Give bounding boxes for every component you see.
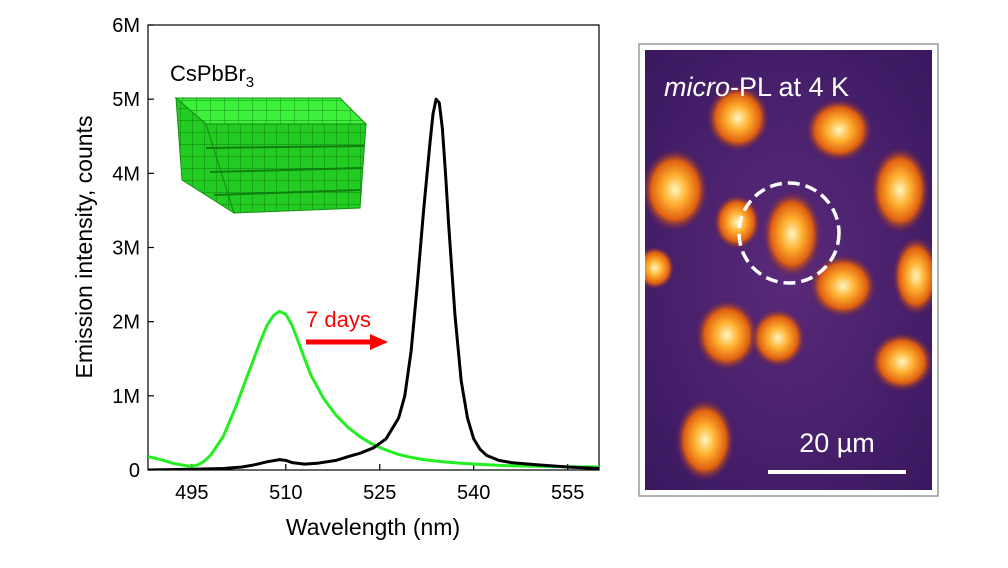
x-axis: 495 510 525 540 555 <box>175 464 584 504</box>
emission-spot <box>870 146 930 234</box>
highlight-circle <box>737 181 841 285</box>
y-tick-label: 3M <box>112 238 140 260</box>
plot-frame <box>147 24 600 471</box>
emission-spot <box>706 84 770 152</box>
emission-spot <box>805 98 873 162</box>
y-tick-label: 6M <box>112 15 140 37</box>
series-layer <box>148 97 599 470</box>
x-tick-label: 495 <box>175 482 208 504</box>
emission-spot <box>892 236 932 316</box>
y-tick-label: 1M <box>112 386 140 408</box>
x-axis-title: Wavelength (nm) <box>286 514 460 540</box>
x-tick-label: 525 <box>363 482 396 504</box>
y-tick-label: 2M <box>112 312 140 334</box>
inset-formula-label: CsPbBr3 <box>170 61 254 91</box>
emission-spot <box>870 332 932 392</box>
emission-spot <box>675 398 735 482</box>
x-tick-label: 510 <box>269 482 302 504</box>
nanocrystal-cube-illustration <box>174 96 368 215</box>
emission-spot <box>695 299 759 371</box>
series-line-black <box>148 97 599 470</box>
emission-spot <box>750 308 806 368</box>
y-tick-label: 0 <box>129 460 140 482</box>
y-tick-label: 5M <box>112 89 140 111</box>
emission-spot <box>645 246 675 290</box>
micro-pl-image-panel: micro-PL at 4 K 20 µm <box>638 43 939 497</box>
y-tick-label: 4M <box>112 163 140 185</box>
scale-bar-label: 20 µm <box>799 428 875 458</box>
emission-spot <box>645 148 709 232</box>
emission-spot <box>713 194 761 250</box>
emission-spot <box>762 190 822 278</box>
y-axis-title: Emission intensity, counts <box>71 116 97 379</box>
emission-spot <box>809 254 877 318</box>
emission-spots <box>645 84 932 482</box>
spectrum-chart: 0 1M 2M 3M 4M 5M 6M 495 510 525 540 555 Emission i… <box>71 15 600 540</box>
annotation-7-days: 7 days <box>306 307 371 332</box>
arrow-right-icon <box>306 334 388 350</box>
series-line-green <box>148 309 599 469</box>
x-tick-label: 540 <box>457 482 490 504</box>
pl-image-title: micro-PL at 4 K <box>664 72 849 102</box>
y-axis: 0 1M 2M 3M 4M 5M 6M <box>112 15 154 482</box>
x-tick-label: 555 <box>551 482 584 504</box>
